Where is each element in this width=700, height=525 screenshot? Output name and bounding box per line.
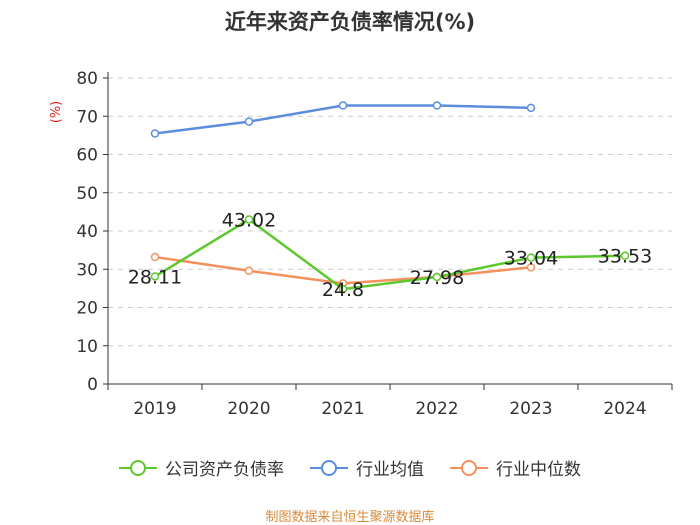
y-tick-label: 20 <box>76 299 98 319</box>
data-label: 33.53 <box>598 246 652 268</box>
y-tick-label: 60 <box>76 146 98 166</box>
data-point <box>526 263 536 272</box>
chart-title: 近年来资产负债率情况(%) <box>224 10 476 34</box>
x-tick-label: 2023 <box>509 399 552 419</box>
y-tick-label: 10 <box>76 337 98 357</box>
legend-label-company: 公司资产负债率 <box>165 460 284 480</box>
legend-marker-industry-mean <box>310 459 348 476</box>
legend-item-industry-mean[interactable]: 行业均值 <box>310 455 424 480</box>
data-point <box>244 215 254 224</box>
data-point <box>526 103 536 113</box>
x-tick-label: 2024 <box>603 399 646 419</box>
data-point <box>244 117 254 126</box>
x-tick-label: 2021 <box>321 399 364 419</box>
legend-label-industry-mean: 行业均值 <box>356 460 424 480</box>
legend-marker-company <box>119 459 157 476</box>
data-point <box>150 252 160 262</box>
y-tick-label: 70 <box>76 107 98 127</box>
data-label: 33.04 <box>504 248 558 270</box>
data-point <box>150 129 160 138</box>
data-point <box>526 253 536 262</box>
y-axis-label: (%) <box>49 101 64 124</box>
data-point <box>338 101 348 110</box>
data-point <box>432 101 442 110</box>
legend-item-industry-median[interactable]: 行业中位数 <box>450 455 581 480</box>
data-label: 28.11 <box>128 266 182 288</box>
y-tick-label: 50 <box>76 184 98 204</box>
data-label: 27.98 <box>410 267 464 289</box>
line-chart: 0 10 20 30 40 50 60 70 80 2019 2020 2021 2022 2023 202… <box>49 69 673 419</box>
data-label: 43.02 <box>222 209 276 231</box>
legend: 公司资产负债率 行业均值 行业中位数 <box>0 455 700 480</box>
data-label: 24.8 <box>322 279 364 301</box>
y-tick-label: 40 <box>76 222 98 242</box>
data-point <box>432 272 442 282</box>
y-tick-label: 0 <box>87 375 98 395</box>
x-tick-label: 2019 <box>133 399 176 419</box>
x-tick-label: 2020 <box>227 399 270 419</box>
y-tick-label: 80 <box>76 69 98 89</box>
data-point <box>338 284 348 294</box>
data-point <box>620 251 630 260</box>
data-point <box>150 272 160 281</box>
x-tick-label: 2022 <box>415 399 458 419</box>
source-note: 制图数据来自恒生聚源数据库 <box>265 510 435 525</box>
data-point <box>244 266 254 276</box>
y-tick-label: 30 <box>76 260 98 280</box>
legend-marker-industry-median <box>450 459 488 476</box>
legend-item-company[interactable]: 公司资产负债率 <box>119 455 284 480</box>
series-line-0 <box>154 218 626 291</box>
legend-label-industry-median: 行业中位数 <box>496 460 581 480</box>
